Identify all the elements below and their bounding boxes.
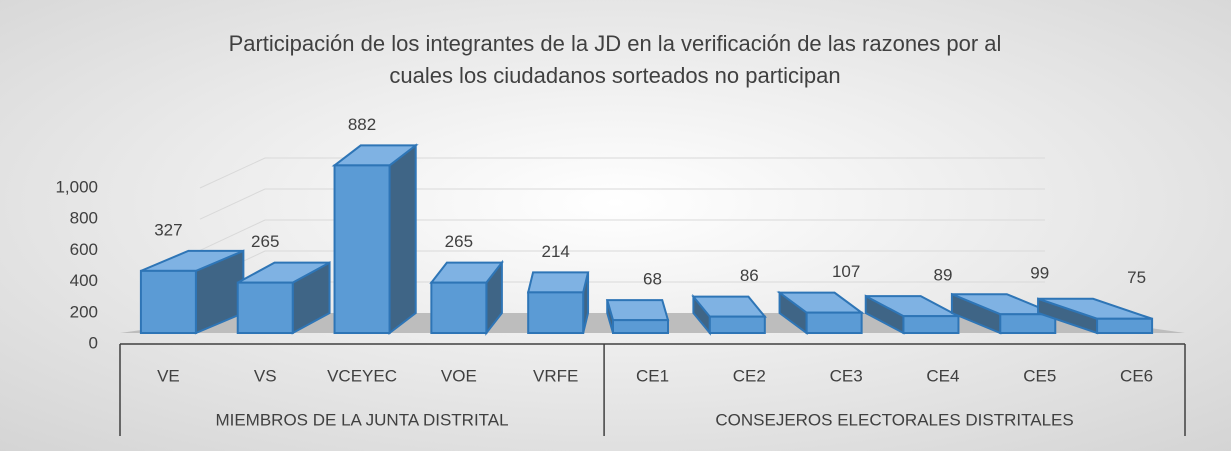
bar-front [139, 269, 197, 334]
group-label: CONSEJEROS ELECTORALES DISTRITALES [715, 410, 1073, 429]
bar [605, 299, 670, 334]
x-tick-label: CE1 [636, 366, 669, 385]
value-label: 265 [251, 232, 279, 251]
x-tick-label: VOE [441, 366, 477, 385]
y-tick-label: 400 [70, 271, 98, 290]
value-label: 75 [1127, 268, 1146, 287]
bar-top [605, 299, 670, 322]
bar [429, 259, 504, 336]
chart-title: cuales los ciudadanos sorteados no parti… [389, 63, 840, 88]
bar [776, 290, 865, 335]
value-label: 882 [348, 115, 376, 134]
value-label: 89 [933, 266, 952, 285]
bar [1037, 297, 1154, 335]
bar-side [388, 143, 417, 336]
y-tick-label: 1,000 [55, 177, 98, 196]
grid-line [199, 219, 1045, 251]
chart-title: Participación de los integrantes de la J… [229, 31, 1002, 56]
x-tick-label: VE [157, 366, 180, 385]
bar [950, 292, 1057, 335]
grid-line [199, 188, 1045, 220]
bar-front [805, 311, 863, 334]
y-tick-label: 200 [70, 302, 98, 321]
bar-front [430, 281, 488, 334]
grid-line [199, 157, 1045, 189]
bar-front [527, 291, 585, 334]
x-tick-label: CE6 [1120, 366, 1153, 385]
y-tick-label: 600 [70, 240, 98, 259]
bar [864, 294, 960, 335]
bar [139, 249, 245, 335]
value-label: 214 [541, 242, 569, 261]
value-label: 327 [154, 220, 182, 239]
x-tick-label: CE2 [733, 366, 766, 385]
x-tick-label: CE3 [830, 366, 863, 385]
value-label: 86 [740, 266, 759, 285]
bar [331, 143, 419, 336]
group-label: MIEMBROS DE LA JUNTA DISTRITAL [215, 410, 508, 429]
bar [526, 271, 590, 334]
x-tick-label: VCEYEC [327, 366, 397, 385]
value-label: 107 [832, 262, 860, 281]
bar [236, 260, 331, 335]
bar [691, 293, 767, 336]
bar-front [333, 164, 391, 334]
x-tick-label: VS [254, 366, 277, 385]
bar-front [612, 319, 669, 334]
bar-front [1096, 317, 1154, 334]
value-label: 99 [1030, 264, 1049, 283]
bar-front [236, 281, 294, 334]
x-tick-label: CE5 [1023, 366, 1056, 385]
bar-top [526, 271, 590, 294]
value-label: 68 [643, 270, 662, 289]
x-tick-label: VRFE [533, 366, 578, 385]
bar-front [902, 315, 960, 334]
value-label: 265 [445, 232, 473, 251]
y-tick-label: 0 [89, 333, 98, 352]
bar-front [708, 315, 766, 334]
x-tick-label: CE4 [926, 366, 959, 385]
y-tick-label: 800 [70, 209, 98, 228]
